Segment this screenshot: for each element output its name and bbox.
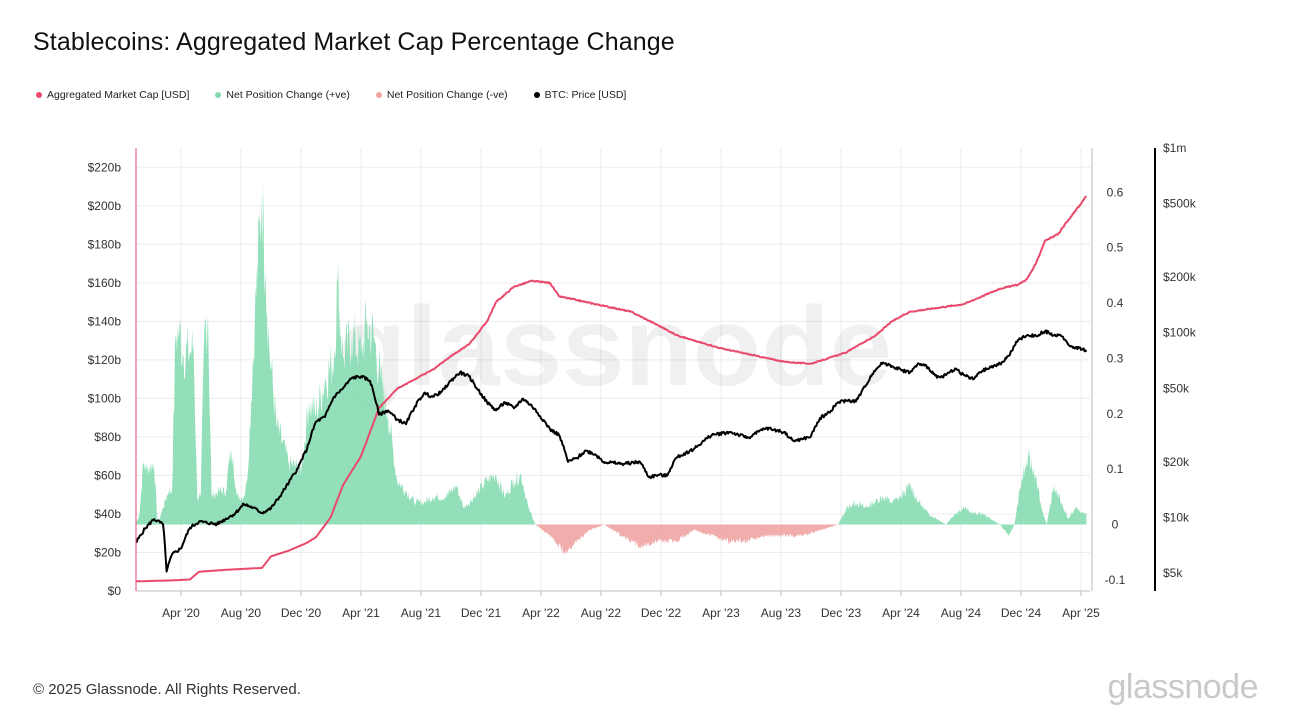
legend-label-market-cap: Aggregated Market Cap [USD] bbox=[47, 89, 190, 101]
y-mid-tick-label: 0.1 bbox=[1107, 462, 1124, 476]
x-tick-label: Apr '24 bbox=[882, 606, 920, 620]
y-right-tick-label: $200k bbox=[1163, 270, 1197, 284]
x-tick-label: Apr '21 bbox=[342, 606, 380, 620]
x-tick-label: Dec '21 bbox=[461, 606, 502, 620]
y-left-tick-label: $0 bbox=[108, 584, 122, 598]
y-right-tick-label: $50k bbox=[1163, 381, 1190, 395]
net-position-negative-area bbox=[535, 524, 838, 555]
chart-title: Stablecoins: Aggregated Market Cap Perce… bbox=[33, 28, 675, 56]
y-mid-tick-label: 0 bbox=[1112, 518, 1119, 532]
x-tick-label: Aug '23 bbox=[761, 606, 802, 620]
y-right-tick-label: $10k bbox=[1163, 510, 1190, 524]
legend-item-net-neg[interactable]: Net Position Change (-ve) bbox=[375, 89, 508, 101]
x-tick-label: Dec '22 bbox=[641, 606, 682, 620]
legend-dot-net-neg bbox=[375, 92, 382, 98]
x-tick-label: Dec '20 bbox=[281, 606, 322, 620]
y-mid-tick-label: 0.6 bbox=[1107, 185, 1124, 199]
y-left-tick-label: $120b bbox=[88, 353, 122, 367]
y-right-tick-label: $5k bbox=[1163, 566, 1183, 580]
y-right-tick-label: $100k bbox=[1163, 326, 1197, 340]
y-mid-tick-label: 0.3 bbox=[1107, 351, 1124, 365]
y-left-tick-label: $140b bbox=[88, 314, 122, 328]
btc-price-line-group bbox=[135, 329, 1088, 573]
net-position-positive-area bbox=[136, 183, 1087, 536]
legend-item-net-pos[interactable]: Net Position Change (+ve) bbox=[215, 89, 350, 101]
y-left-tick-label: $80b bbox=[94, 430, 121, 444]
copyright-footer: © 2025 Glassnode. All Rights Reserved. bbox=[33, 681, 301, 698]
legend-item-market-cap[interactable]: Aggregated Market Cap [USD] bbox=[36, 89, 189, 101]
y-mid-tick-label: -0.1 bbox=[1105, 573, 1126, 587]
y-left-tick-label: $160b bbox=[88, 276, 122, 290]
y-mid-tick-label: 0.4 bbox=[1107, 296, 1124, 310]
y-right-tick-label: $500k bbox=[1163, 197, 1197, 211]
net-position-negative-2022-2023 bbox=[535, 524, 838, 555]
x-tick-label: Apr '20 bbox=[162, 606, 200, 620]
x-tick-label: Aug '22 bbox=[581, 606, 622, 620]
x-tick-label: Apr '22 bbox=[522, 606, 560, 620]
legend-label-net-neg: Net Position Change (-ve) bbox=[386, 89, 508, 101]
legend-dot-net-pos bbox=[215, 92, 222, 98]
x-tick-label: Apr '23 bbox=[702, 606, 740, 620]
y-mid-tick-label: 0.2 bbox=[1107, 407, 1124, 421]
legend-dot-market-cap bbox=[36, 92, 42, 98]
y-left-tick-label: $200b bbox=[88, 199, 122, 213]
y-left-tick-label: $180b bbox=[88, 237, 122, 251]
glassnode-logo: glassnode bbox=[1107, 668, 1258, 706]
btc-price-line bbox=[135, 329, 1088, 573]
y-mid-tick-label: 0.5 bbox=[1107, 241, 1124, 255]
legend: Aggregated Market Cap [USD] Net Position… bbox=[36, 89, 626, 101]
x-tick-label: Dec '23 bbox=[821, 606, 862, 620]
legend-label-btc-price: BTC: Price [USD] bbox=[544, 89, 627, 101]
y-left-tick-label: $20b bbox=[94, 545, 121, 559]
y-left-tick-label: $100b bbox=[88, 391, 122, 405]
legend-label-net-pos: Net Position Change (+ve) bbox=[226, 89, 350, 101]
y-left-tick-label: $60b bbox=[94, 468, 121, 482]
legend-dot-btc-price bbox=[533, 92, 540, 98]
watermark: glassnode bbox=[338, 284, 892, 409]
x-tick-label: Aug '21 bbox=[401, 606, 442, 620]
y-left-tick-label: $220b bbox=[88, 160, 122, 174]
net-position-positive-2024-2025 bbox=[838, 448, 1087, 536]
x-tick-label: Apr '25 bbox=[1062, 606, 1100, 620]
net-position-positive-2020-2022 bbox=[136, 183, 536, 525]
x-tick-label: Aug '24 bbox=[941, 606, 982, 620]
y-right-tick-label: $20k bbox=[1163, 455, 1190, 469]
y-right-tick-label: $1m bbox=[1163, 141, 1186, 155]
market-cap-line bbox=[135, 195, 1088, 583]
market-cap-line-group bbox=[135, 195, 1088, 583]
x-tick-label: Dec '24 bbox=[1001, 606, 1042, 620]
x-tick-label: Aug '20 bbox=[221, 606, 262, 620]
axes: $0 $20b $40b $60b $80b $100b $120b $140b $160b $1… bbox=[88, 141, 1197, 620]
y-left-tick-label: $40b bbox=[94, 507, 121, 521]
legend-item-btc-price[interactable]: BTC: Price [USD] bbox=[533, 89, 627, 101]
